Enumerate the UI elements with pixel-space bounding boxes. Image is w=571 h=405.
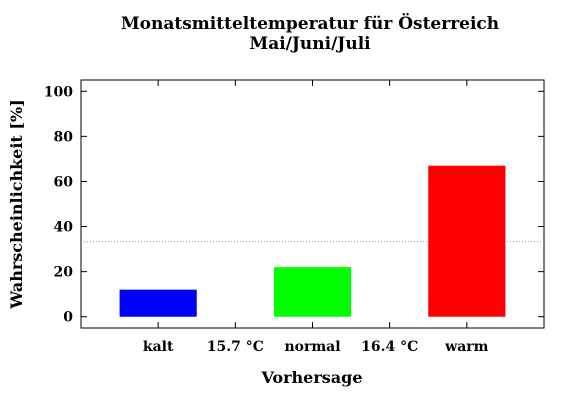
bars bbox=[119, 165, 506, 317]
y-tick-label: 0 bbox=[63, 310, 73, 326]
x-axis-labels: kalt normal warm 15.7 °C 16.4 °C bbox=[143, 80, 489, 355]
chart-title: Monatsmitteltemperatur für Österreich bbox=[121, 13, 499, 34]
y-tick-label: 60 bbox=[54, 174, 74, 190]
threshold-label: 16.4 °C bbox=[361, 339, 418, 355]
bar-warm bbox=[428, 165, 506, 317]
x-axis-label: Vorhersage bbox=[260, 368, 362, 387]
y-tick-label: 20 bbox=[54, 265, 74, 281]
bar-normal bbox=[273, 267, 352, 317]
bar-kalt bbox=[119, 289, 197, 317]
threshold-label: 15.7 °C bbox=[207, 339, 264, 355]
x-tick-label: warm bbox=[444, 339, 488, 355]
x-tick-label: kalt bbox=[143, 339, 174, 355]
y-tick-label: 80 bbox=[54, 129, 74, 145]
y-tick-label: 100 bbox=[44, 84, 73, 100]
chart-subtitle: Mai/Juni/Juli bbox=[249, 34, 371, 54]
y-axis-ticks: 0 20 40 60 80 100 bbox=[44, 84, 544, 326]
x-tick-label: normal bbox=[284, 339, 340, 355]
y-tick-label: 40 bbox=[54, 220, 74, 236]
y-axis-label: Wahrscheinlichkeit [%] bbox=[7, 99, 26, 309]
